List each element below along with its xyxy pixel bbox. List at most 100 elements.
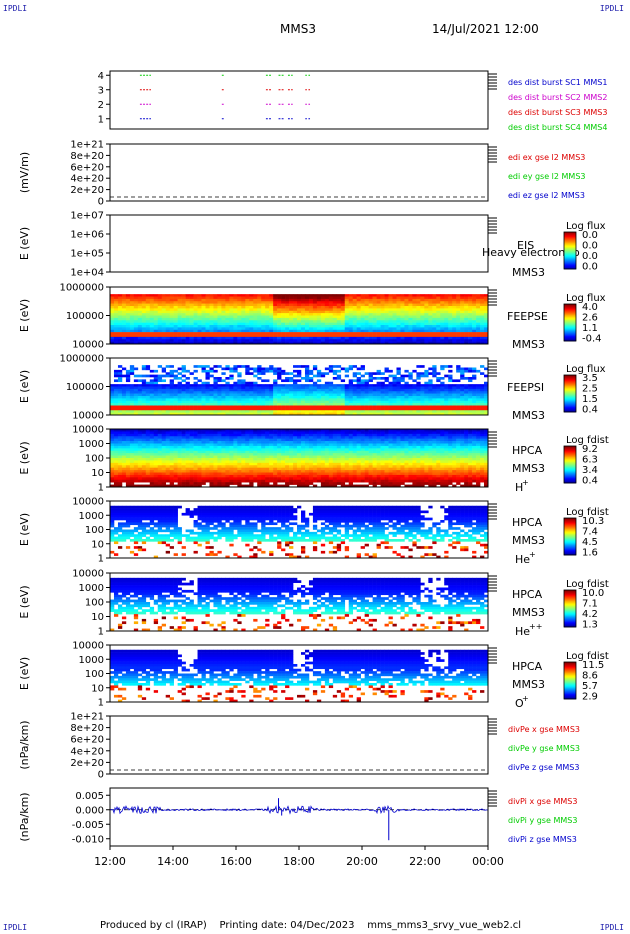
heatmap-cell xyxy=(233,294,238,297)
heatmap-cell xyxy=(281,479,286,483)
heatmap-cell xyxy=(468,298,473,302)
heatmap-cell xyxy=(181,315,186,319)
heatmap-cell xyxy=(121,450,127,454)
heatmap-cell xyxy=(189,322,194,326)
heatmap-cell xyxy=(360,386,365,390)
heatmap-cell xyxy=(165,484,170,488)
colorbar-segment xyxy=(564,320,576,322)
heatmap-cell xyxy=(221,474,226,478)
heatmap-cell xyxy=(444,407,449,411)
heatmap-cell xyxy=(169,317,174,321)
heatmap-cell xyxy=(293,412,298,416)
heatmap-cell xyxy=(293,467,298,471)
heatmap-cell xyxy=(137,306,143,309)
heatmap-cell xyxy=(185,403,190,406)
heatmap-cell xyxy=(229,460,234,464)
heatmap-cell xyxy=(173,306,178,309)
heatmap-cell xyxy=(293,470,298,473)
heatmap-cell xyxy=(265,412,270,416)
heatmap-cell xyxy=(145,327,151,331)
heatmap-cell xyxy=(289,482,294,485)
heatmap-cell xyxy=(110,301,115,304)
heatmap-cell xyxy=(201,365,206,368)
heatmap-cell xyxy=(344,396,350,399)
heatmap-cell xyxy=(384,386,389,390)
heatmap-cell xyxy=(344,400,350,404)
heatmap-cell xyxy=(289,341,294,345)
heatmap-cell xyxy=(213,310,218,314)
colorbar-segment xyxy=(564,233,576,235)
heatmap-cell xyxy=(324,336,330,340)
heatmap-cell xyxy=(141,403,147,406)
heatmap-cell xyxy=(193,325,198,328)
colorbar-segment xyxy=(564,249,576,251)
heatmap-cell xyxy=(141,398,147,402)
heatmap-cell xyxy=(448,377,453,380)
heatmap-cell xyxy=(324,313,330,316)
heatmap-cell xyxy=(169,374,174,378)
heatmap-cell xyxy=(448,308,453,312)
heatmap-cell xyxy=(436,405,441,409)
heatmap-cell xyxy=(344,388,350,392)
heatmap-cell xyxy=(121,294,127,297)
heatmap-cell xyxy=(472,332,477,335)
heatmap-cell xyxy=(452,403,457,406)
heatmap-cell xyxy=(253,458,258,461)
heatmap-cell xyxy=(277,465,282,468)
colorbar-tick-label: 1.5 xyxy=(582,394,598,405)
heatmap-cell xyxy=(364,396,369,399)
heatmap-cell xyxy=(281,294,286,297)
heatmap-cell xyxy=(456,334,461,338)
heatmap-cell xyxy=(153,465,159,468)
heatmap-cell xyxy=(444,308,449,312)
heatmap-cell xyxy=(289,327,294,331)
heatmap-cell xyxy=(380,341,385,345)
heatmap-cell xyxy=(129,407,135,411)
heatmap-cell xyxy=(237,379,242,383)
heatmap-cell xyxy=(205,443,210,447)
heatmap-cell xyxy=(253,453,258,456)
heatmap-cell xyxy=(245,484,250,488)
heatmap-cell xyxy=(281,472,286,476)
heatmap-cell xyxy=(209,455,214,459)
heatmap-cell xyxy=(304,431,310,435)
heatmap-cell xyxy=(229,441,234,444)
heatmap-cell xyxy=(253,429,258,432)
heatmap-cell xyxy=(420,294,425,297)
heatmap-cell xyxy=(380,412,385,416)
heatmap-cell xyxy=(380,332,385,335)
heatmap-cell xyxy=(193,477,198,481)
heatmap-cell xyxy=(408,306,413,309)
heatmap-cell xyxy=(253,298,258,302)
heatmap-cell xyxy=(348,336,354,340)
heatmap-cell xyxy=(440,329,445,333)
heatmap-cell xyxy=(165,294,170,297)
heatmap-cell xyxy=(456,367,461,371)
heatmap-cell xyxy=(332,320,338,323)
heatmap-cell xyxy=(197,303,202,307)
heatmap-cell xyxy=(304,308,310,312)
heatmap-cell xyxy=(145,320,151,323)
heatmap-cell xyxy=(110,443,115,447)
heatmap-cell xyxy=(189,465,194,468)
heatmap-cell xyxy=(205,329,210,333)
heatmap-cell xyxy=(285,393,290,397)
heatmap-cell xyxy=(293,479,298,483)
heatmap-cell xyxy=(157,484,163,488)
heatmap-cell xyxy=(153,467,159,471)
heatmap-cell xyxy=(424,332,429,335)
heatmap-cell xyxy=(440,384,445,387)
heatmap-cell xyxy=(113,400,119,404)
heatmap-cell xyxy=(117,294,123,297)
heatmap-cell xyxy=(249,313,254,316)
heatmap-cell xyxy=(153,334,159,338)
heatmap-cell xyxy=(269,412,274,416)
colorbar-segment xyxy=(564,408,576,410)
heatmap-cell xyxy=(241,313,246,316)
heatmap-cell xyxy=(177,450,182,454)
heatmap-cell xyxy=(277,369,282,373)
heatmap-cell xyxy=(412,317,417,321)
heatmap-cell xyxy=(396,332,401,335)
heatmap-cell xyxy=(177,477,182,481)
heatmap-cell xyxy=(285,325,290,328)
